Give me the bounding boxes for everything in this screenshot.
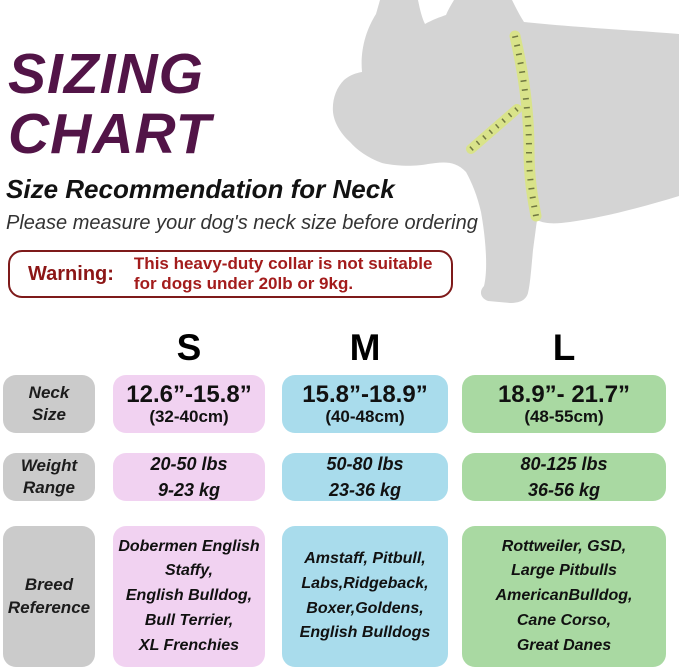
neck-size-cell-m: 15.8”-18.9” (40-48cm) bbox=[282, 375, 448, 433]
dog-silhouette bbox=[332, 0, 679, 303]
row-label-weight-range: Weight Range bbox=[3, 453, 95, 501]
weight-cell-m: 50-80 lbs 23-36 kg bbox=[282, 453, 448, 501]
row-label-text: Neck Size bbox=[28, 382, 70, 424]
breed-text-l: Rottweiler, GSD, Large Pitbulls American… bbox=[495, 537, 633, 654]
weight-text-l: 80-125 lbs 36-56 kg bbox=[520, 453, 608, 500]
row-label-text: Breed Reference bbox=[7, 575, 91, 617]
dog-graphic bbox=[330, 0, 679, 310]
neck-inches-l: 18.9”- 21.7” bbox=[497, 381, 631, 409]
breed-cell-l: Rottweiler, GSD, Large Pitbulls American… bbox=[462, 526, 666, 667]
neck-inches-s: 12.6”-15.8” bbox=[126, 381, 252, 409]
warning-message: This heavy-duty collar is not suitable f… bbox=[133, 254, 433, 293]
neck-size-cell-s: 12.6”-15.8” (32-40cm) bbox=[113, 375, 265, 433]
weight-text-s: 20-50 lbs 9-23 kg bbox=[150, 453, 228, 500]
row-label-neck-size: Neck Size bbox=[3, 375, 95, 433]
breed-text-s: Dobermen English Staffy, English Bulldog… bbox=[118, 537, 260, 654]
measure-instruction: Please measure your dog's neck size befo… bbox=[6, 212, 478, 234]
weight-cell-s: 20-50 lbs 9-23 kg bbox=[113, 453, 265, 501]
neck-cm-s: (32-40cm) bbox=[149, 406, 229, 426]
breed-text-m: Amstaff, Pitbull, Labs,Ridgeback, Boxer,… bbox=[299, 549, 431, 642]
neck-cm-m: (40-48cm) bbox=[325, 406, 405, 426]
measuring-tape-branch bbox=[466, 104, 522, 154]
page-subtitle: Size Recommendation for Neck bbox=[6, 174, 395, 204]
page-title: SIZING CHART bbox=[8, 44, 211, 164]
neck-inches-m: 15.8”-18.9” bbox=[302, 381, 428, 409]
row-label-text: Weight Range bbox=[20, 455, 78, 497]
row-label-breed-reference: Breed Reference bbox=[3, 526, 95, 667]
weight-cell-l: 80-125 lbs 36-56 kg bbox=[462, 453, 666, 501]
warning-box: Warning: This heavy-duty collar is not s… bbox=[8, 250, 453, 298]
dog-silhouette-icon bbox=[332, 0, 679, 303]
breed-cell-s: Dobermen English Staffy, English Bulldog… bbox=[113, 526, 265, 667]
breed-cell-m: Amstaff, Pitbull, Labs,Ridgeback, Boxer,… bbox=[282, 526, 448, 667]
weight-text-m: 50-80 lbs 23-36 kg bbox=[326, 453, 404, 500]
size-header-m: M bbox=[349, 327, 381, 368]
size-header-s: S bbox=[176, 327, 202, 368]
page-title-line2: CHART bbox=[8, 102, 212, 166]
size-header-l: L bbox=[552, 327, 576, 368]
neck-cm-l: (48-55cm) bbox=[524, 406, 604, 426]
page-title-line1: SIZING bbox=[8, 42, 205, 106]
warning-label: Warning: bbox=[28, 262, 114, 285]
neck-size-cell-l: 18.9”- 21.7” (48-55cm) bbox=[462, 375, 666, 433]
measuring-tape-ticks bbox=[512, 35, 539, 217]
